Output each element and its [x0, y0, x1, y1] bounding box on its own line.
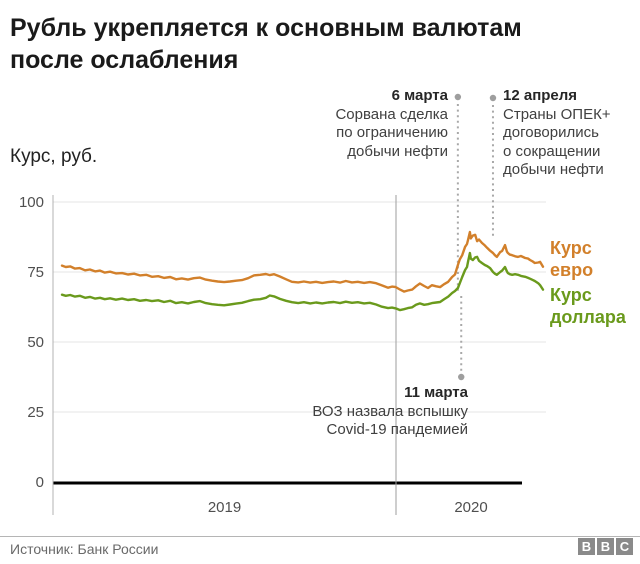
annotation-text-line: Страны ОПЕК+: [503, 105, 611, 123]
bbc-logo-block: C: [616, 538, 633, 555]
series-group: [60, 230, 545, 312]
annotation-marker-dot: [489, 94, 497, 102]
y-tick-label: 25: [27, 404, 44, 421]
euro-rate-line: [60, 230, 545, 293]
legend-label-dollar: Курс доллара: [550, 285, 626, 327]
annotation-date: 12 апреля: [503, 87, 578, 104]
y-axis-title: Курс, руб.: [10, 146, 98, 167]
x-tick-label: 2020: [454, 499, 487, 516]
bbc-logo: B B C: [578, 538, 633, 555]
bbc-logo-block: B: [597, 538, 614, 555]
page-title: Рубль укрепляется к основным валютам пос…: [10, 14, 522, 74]
y-tick-label: 50: [27, 334, 44, 351]
annotation-date: 6 марта: [391, 87, 448, 104]
annotation-mar6: 6 марта Сорвана сделка по ограничению до…: [335, 87, 448, 161]
dollar-rate-line: [60, 251, 545, 312]
legend-label-euro: Курс евро: [550, 238, 594, 280]
annotation-text-line: Сорвана сделка: [335, 105, 448, 123]
annotation-date: 11 марта: [404, 384, 468, 401]
source-credit: Источник: Банк России: [10, 541, 159, 557]
annotation-marker-dot: [454, 93, 462, 101]
annotation-text-line: добычи нефти: [347, 142, 448, 160]
y-tick-label: 100: [19, 194, 44, 211]
annotation-text-line: Covid-19 пандемией: [326, 421, 468, 438]
annotation-lines-group: [454, 93, 497, 381]
annotation-mar11: 11 марта ВОЗ назвала вспышку Covid-19 па…: [312, 384, 468, 440]
annotation-marker-dot: [458, 373, 465, 381]
footer-divider: [0, 536, 640, 537]
annotation-apr12: 12 апреля Страны ОПЕК+ договорились о со…: [503, 87, 611, 180]
x-tick-label: 2019: [208, 499, 241, 516]
y-tick-label: 0: [36, 474, 44, 491]
annotation-text-line: добычи нефти: [503, 161, 604, 178]
annotation-text-line: ВОЗ назвала вспышку: [312, 402, 468, 420]
bbc-logo-block: B: [578, 538, 595, 555]
annotation-text-line: о сокращении: [503, 142, 601, 160]
axes-group: [52, 195, 522, 515]
y-tick-label: 75: [27, 264, 44, 281]
annotation-text-line: по ограничению: [336, 124, 448, 141]
axis-labels-group: 0 25 50 75 100 2019 2020: [19, 194, 488, 516]
annotation-text-line: договорились: [503, 124, 599, 141]
gridlines-group: [53, 201, 546, 413]
